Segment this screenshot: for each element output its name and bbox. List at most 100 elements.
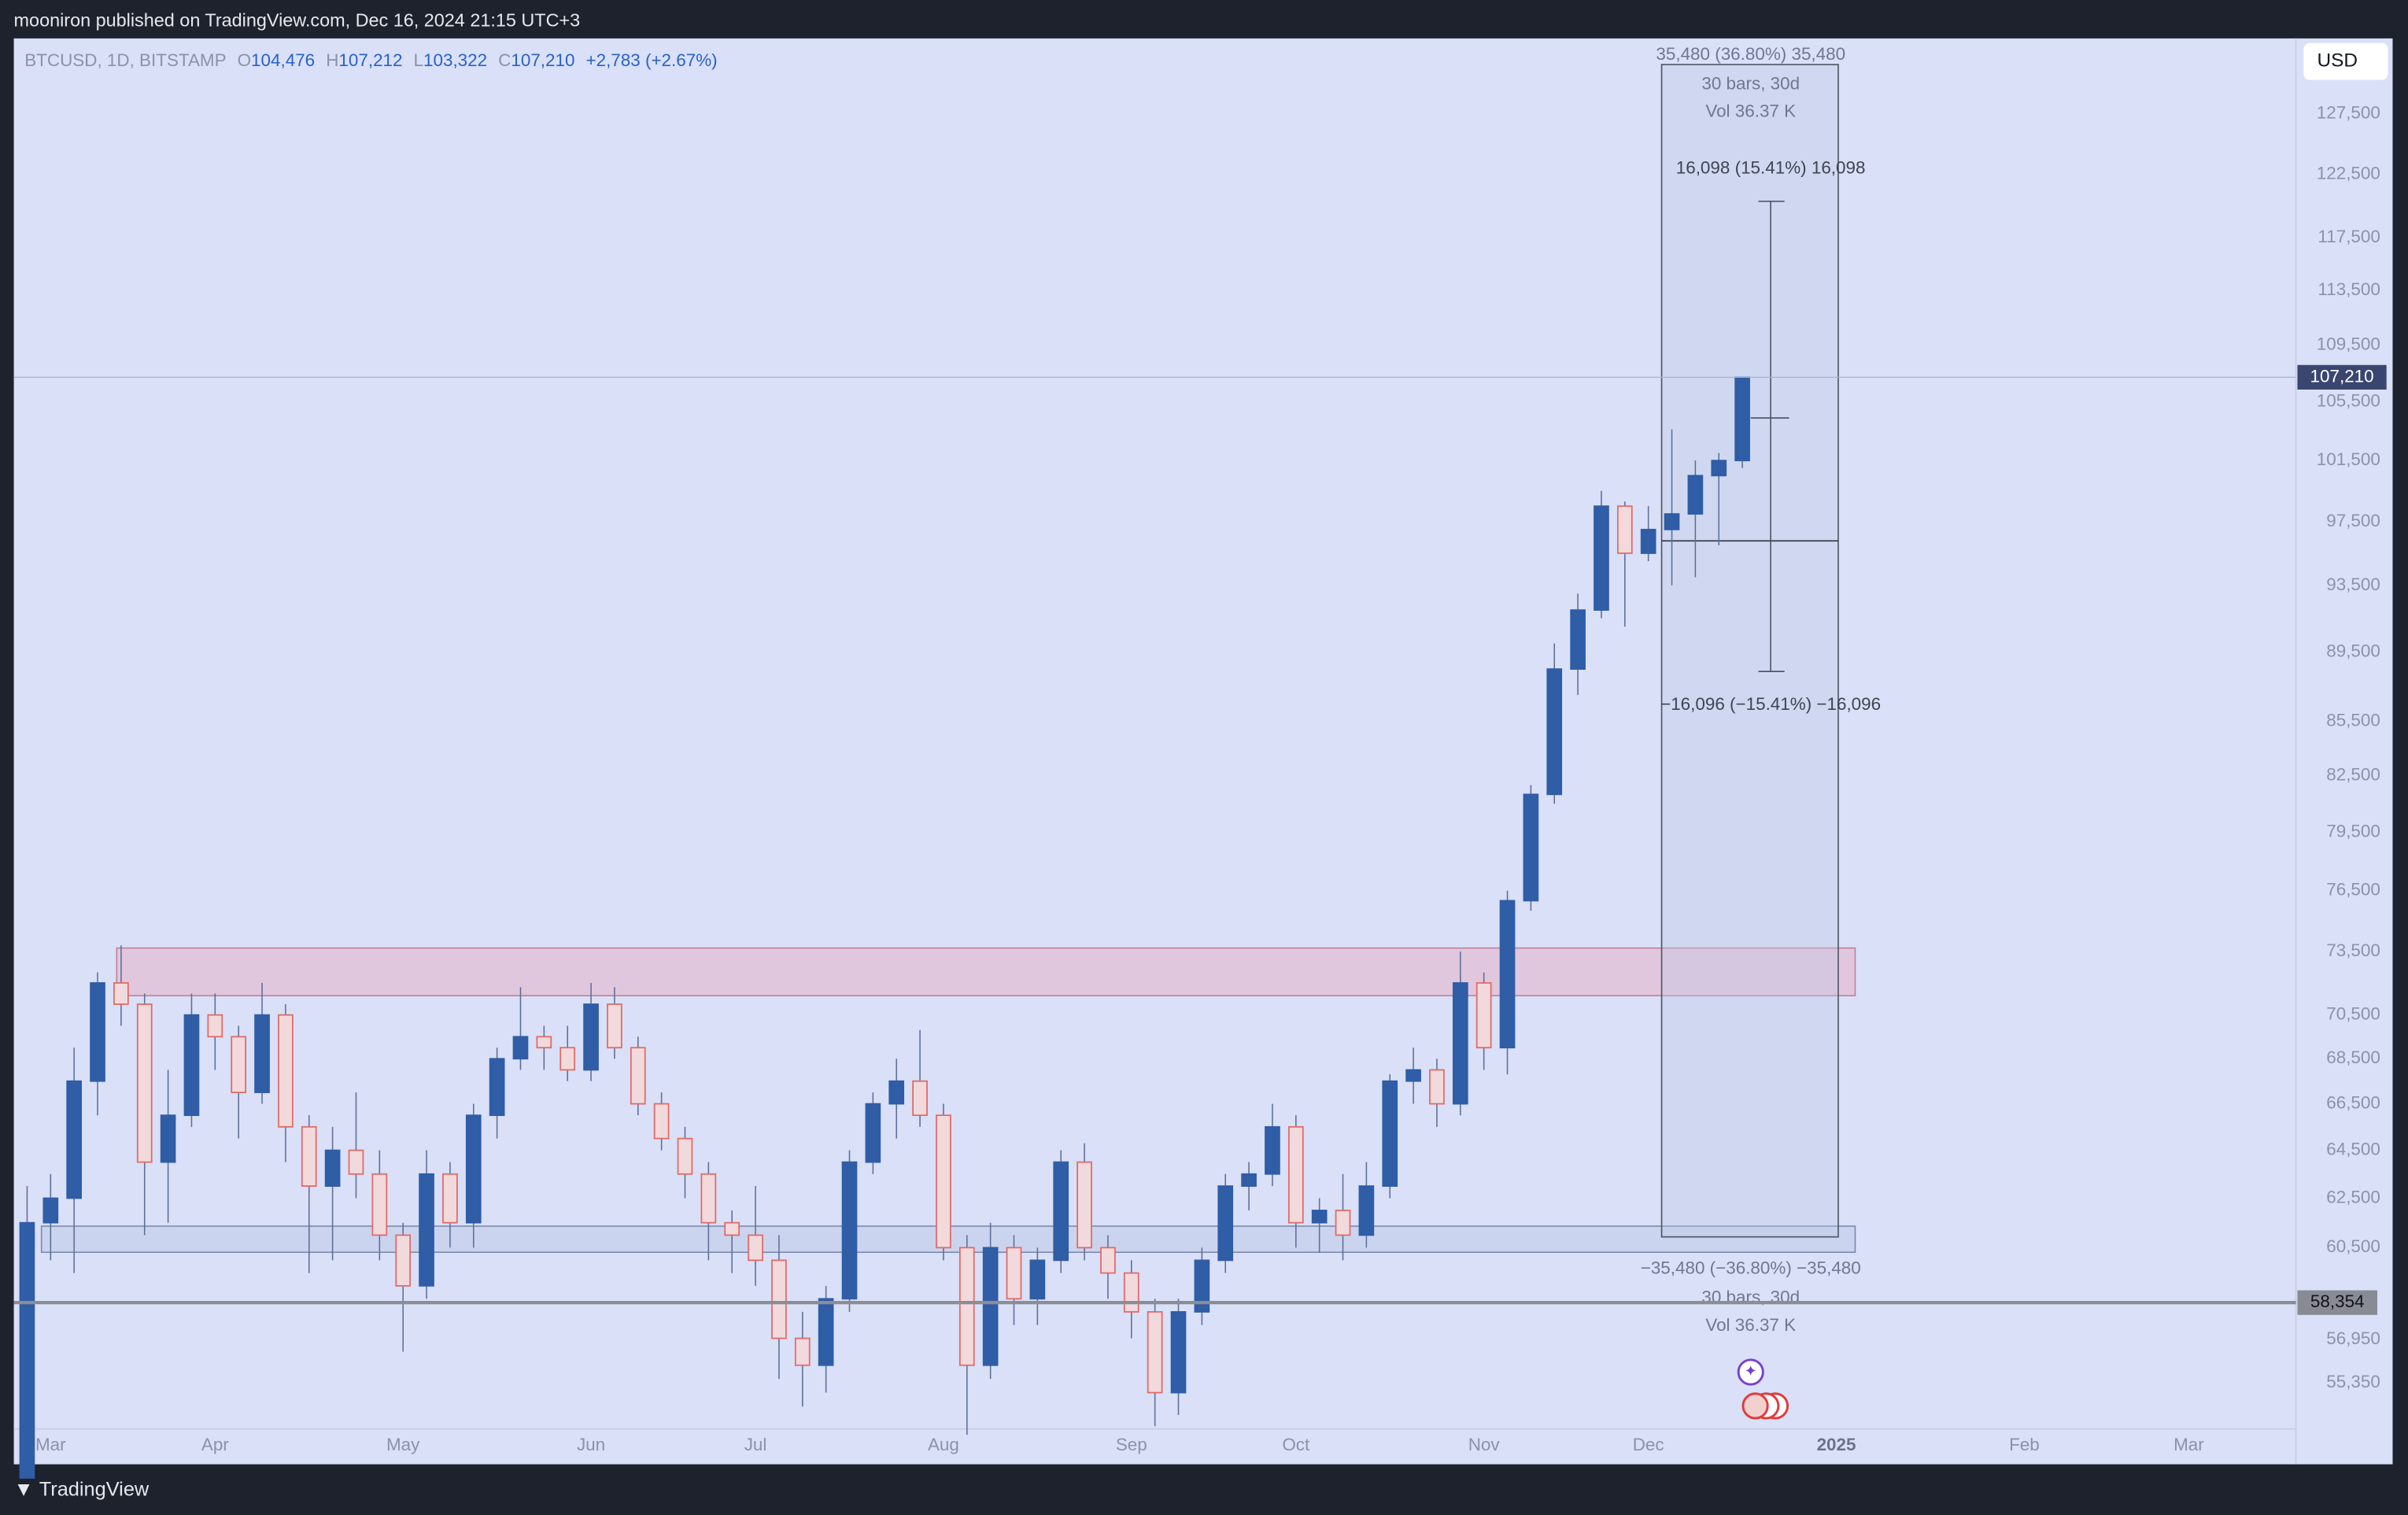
x-tick-label: May — [386, 1435, 420, 1454]
candle-body-up — [1311, 1210, 1328, 1224]
candle-body-up — [1664, 513, 1680, 530]
candle-body-down — [653, 1103, 670, 1140]
candle-body-up — [90, 982, 105, 1082]
y-tick-label: 97,500 — [2326, 511, 2380, 530]
candle-body-up — [1640, 528, 1656, 554]
candle-body-up — [1170, 1311, 1187, 1394]
candle-body-down — [1147, 1311, 1163, 1394]
move-label: 16,098 (15.41%) 16,098 — [1676, 158, 1866, 178]
y-tick-label: 56,950 — [2326, 1328, 2380, 1348]
candle-body-up — [1734, 376, 1750, 462]
candle-body-up — [818, 1298, 834, 1366]
candle-body-down — [607, 1003, 622, 1049]
candle-body-up — [1265, 1125, 1280, 1175]
candle-body-up — [1687, 475, 1704, 515]
legend-value: 103,322 — [423, 50, 487, 70]
legend-key: H — [326, 50, 338, 70]
candle-body-up — [1382, 1080, 1398, 1187]
x-tick-label: Jun — [577, 1435, 605, 1454]
x-tick-label: 2025 — [1817, 1435, 1856, 1454]
event-icon[interactable] — [1737, 1358, 1764, 1386]
candle-body-down — [113, 982, 129, 1005]
y-tick-label: 70,500 — [2326, 1004, 2380, 1024]
candle-body-up — [841, 1161, 858, 1300]
candle-body-down — [1006, 1247, 1022, 1300]
candle-body-down — [1429, 1069, 1445, 1105]
candle-body-up — [982, 1247, 999, 1366]
legend-value: 104,476 — [251, 50, 315, 70]
candle-body-up — [19, 1221, 35, 1479]
event-icon[interactable] — [1741, 1392, 1769, 1420]
y-tick-label: 60,500 — [2326, 1236, 2380, 1256]
y-tick-label: 64,500 — [2326, 1139, 2380, 1158]
candle-body-down — [912, 1080, 928, 1117]
y-tick-label: 101,500 — [2317, 449, 2380, 469]
candle-body-up — [1523, 793, 1539, 902]
x-tick-label: Mar — [2173, 1435, 2204, 1454]
candle-body-down — [371, 1173, 388, 1236]
x-tick-label: Aug — [928, 1435, 959, 1454]
candle-body-up — [1241, 1173, 1257, 1187]
brand-name: TradingView — [39, 1478, 150, 1500]
level-label: 58,354 — [2310, 1291, 2365, 1311]
candle-body-down — [771, 1259, 787, 1339]
date-range-box — [1660, 64, 1839, 1238]
last-price-tag — [2297, 364, 2387, 390]
published-line: mooniron published on TradingView.com, D… — [14, 10, 581, 31]
y-tick-label: 93,500 — [2326, 575, 2380, 594]
candle-body-up — [160, 1114, 176, 1163]
y-tick-label: 62,500 — [2326, 1187, 2380, 1206]
candle-body-up — [465, 1114, 482, 1224]
x-tick-label: Apr — [201, 1435, 229, 1454]
candle-body-up — [1546, 668, 1563, 796]
candle-body-up — [1029, 1259, 1046, 1300]
candle-body-up — [1358, 1185, 1375, 1236]
candle-body-up — [42, 1197, 59, 1224]
candle-body-down — [442, 1173, 458, 1224]
candle-body-down — [1077, 1161, 1092, 1249]
candle-body-up — [512, 1036, 529, 1060]
candle-body-down — [630, 1047, 646, 1105]
y-tick-label: 127,500 — [2317, 102, 2380, 122]
y-tick-label: 85,500 — [2326, 711, 2380, 730]
candle-body-down — [301, 1125, 317, 1187]
resistance-zone — [116, 947, 1856, 996]
candle-body-up — [254, 1014, 270, 1093]
candle-body-down — [1616, 505, 1633, 554]
legend-value: 107,212 — [338, 50, 402, 70]
candle-body-up — [583, 1003, 599, 1071]
candle-body-up — [1405, 1069, 1421, 1082]
y-tick-label: 73,500 — [2326, 940, 2380, 960]
x-tick-label: Feb — [2009, 1435, 2040, 1454]
candle-body-down — [395, 1234, 412, 1287]
currency-button[interactable] — [2303, 42, 2388, 80]
candle-body-up — [489, 1058, 505, 1117]
y-tick-label: 113,500 — [2318, 279, 2380, 299]
plot — [19, 64, 1856, 1479]
candle-body-up — [865, 1103, 881, 1163]
volume-label: Vol 36.37 K — [1705, 1315, 1796, 1335]
level-tag — [2297, 1290, 2377, 1315]
event-glyph: ✦ — [1745, 1363, 1757, 1380]
candle-body-down — [536, 1036, 552, 1049]
candle-body-up — [1570, 609, 1586, 670]
candle-body-up — [1194, 1259, 1210, 1313]
x-tick-label: Mar — [35, 1435, 66, 1454]
y-tick-label: 82,500 — [2326, 765, 2380, 785]
y-tick-label: 89,500 — [2326, 641, 2380, 660]
candle-body-up — [1499, 900, 1516, 1049]
candle-body-up — [1711, 460, 1727, 477]
y-tick-label: 122,500 — [2317, 164, 2380, 183]
candle-body-up — [66, 1080, 82, 1199]
candle-body-down — [231, 1036, 247, 1093]
symbol: BTCUSD, 1D, BITSTAMP — [24, 50, 226, 70]
candle-body-down — [1287, 1125, 1304, 1224]
candle-body-down — [1123, 1272, 1139, 1313]
y-tick-label: 117,500 — [2318, 227, 2380, 246]
symbol-legend: BTCUSD, 1D, BITSTAMP O104,476 H107,212 L… — [24, 50, 717, 70]
candle-body-down — [1335, 1210, 1351, 1236]
x-tick-label: Nov — [1468, 1435, 1501, 1454]
range-label: −35,480 (−36.80%) −35,480 — [1641, 1258, 1861, 1278]
range-label: 35,480 (36.80%) 35,480 — [1656, 44, 1845, 64]
